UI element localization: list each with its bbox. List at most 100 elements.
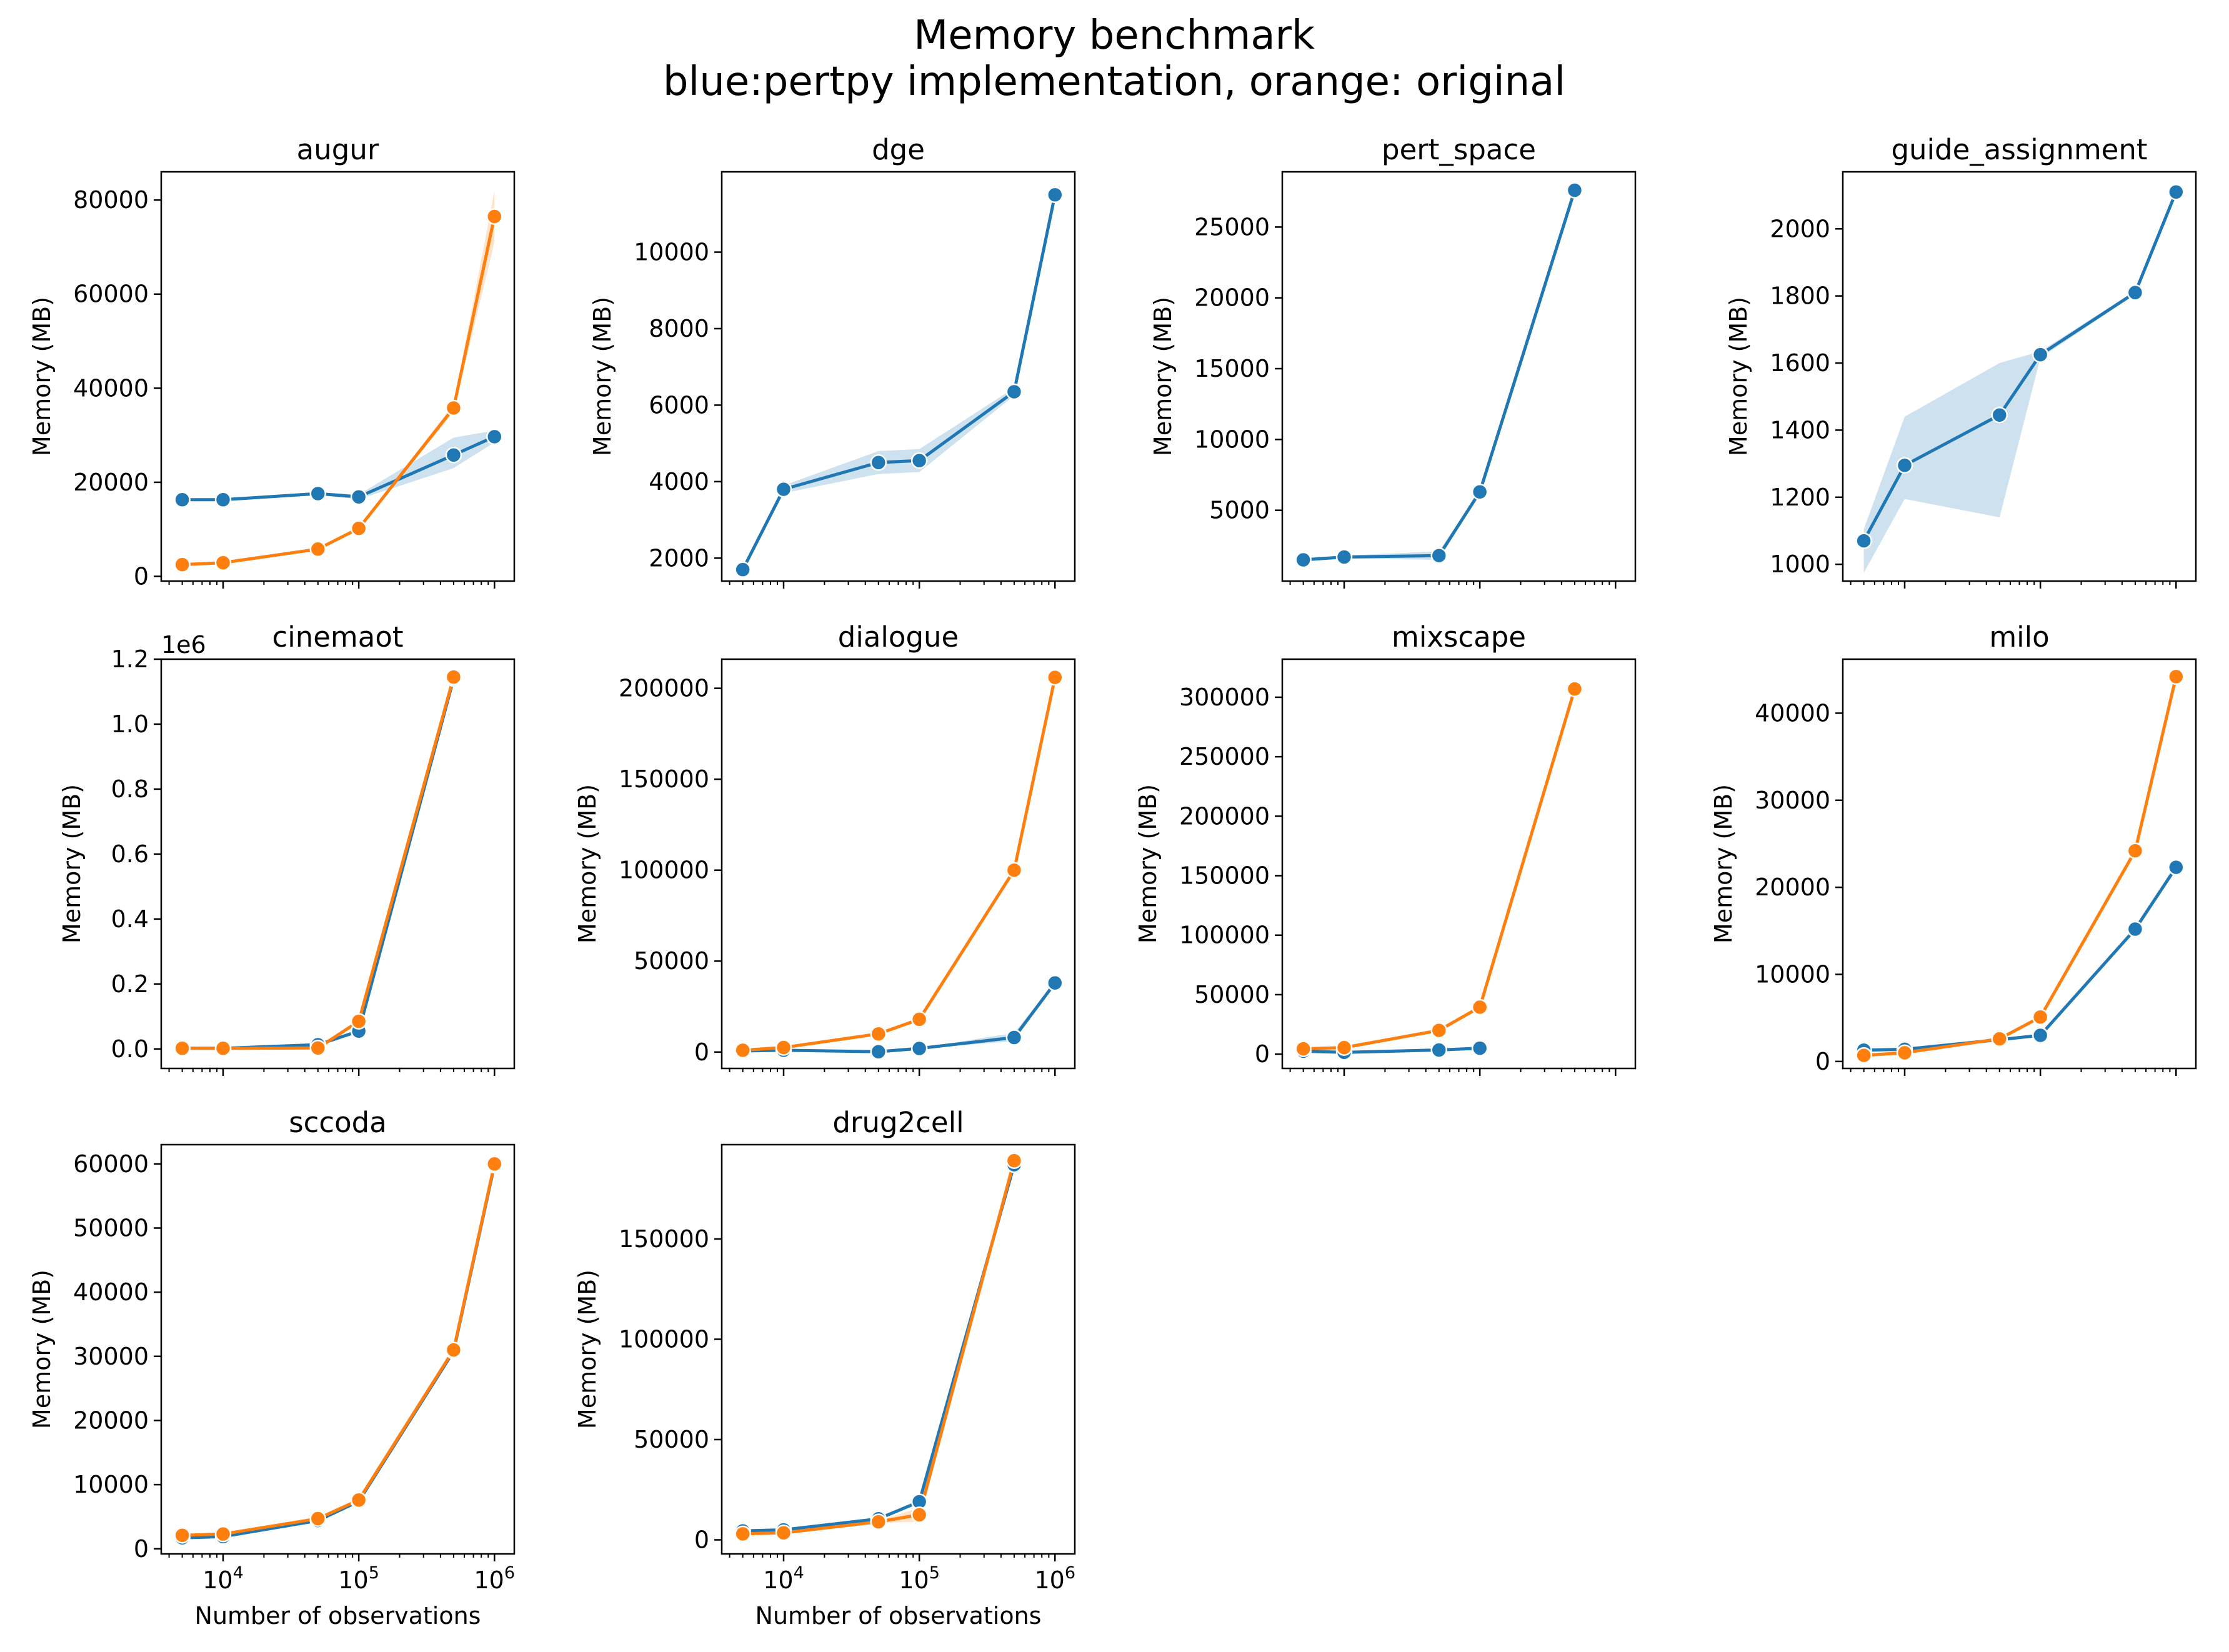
y-tick-label: 60000 — [73, 1150, 149, 1178]
series-orange-point — [174, 556, 191, 573]
y-tick-label: 100000 — [619, 1325, 709, 1353]
subplot-cinemaot: cinemaot 0.0 0.2 0.4 0.6 0.8 1.0 1.2 Memory (MB)… — [58, 620, 516, 1076]
series-orange-point — [214, 554, 232, 571]
y-tick-label: 10000 — [73, 1471, 149, 1498]
series-blue-point — [2032, 346, 2049, 363]
y-tick-label: 50000 — [1194, 981, 1270, 1008]
series-orange-point — [2168, 668, 2185, 685]
subplot-augur: augur 0 20000 40000 60000 80000 Memory (MB) — [28, 133, 516, 590]
y-tick-label: 100000 — [619, 857, 709, 884]
series-orange-point — [1295, 1040, 1312, 1057]
y-tick-label: 1000 — [1770, 550, 1830, 578]
subplot-title: dialogue — [838, 620, 959, 654]
subplot-milo: milo 0 10000 20000 30000 40000 Memory (MB) — [1710, 620, 2197, 1076]
series-orange-point — [214, 1525, 232, 1543]
series-orange-point — [775, 1039, 792, 1056]
plot-area — [1295, 182, 1583, 569]
plot-area — [174, 669, 462, 1057]
series-blue-point — [870, 1043, 887, 1060]
axes-frame — [1842, 658, 2197, 1070]
series-blue-point — [734, 561, 751, 578]
y-tick-label: 50000 — [634, 947, 709, 975]
series-orange-point — [775, 1525, 792, 1541]
axes-frame — [160, 171, 516, 582]
x-tick-exponent: 5 — [369, 1563, 379, 1583]
x-axis-label: Number of observations — [195, 1602, 481, 1630]
series-orange-point — [1855, 1047, 1872, 1064]
y-axis-label: Memory (MB) — [589, 297, 616, 456]
y-tick-label: 20000 — [73, 1406, 149, 1434]
y-tick-label: 10000 — [1194, 425, 1270, 453]
x-tick-label: 106 — [1034, 1563, 1075, 1594]
x-tick-base: 10 — [899, 1566, 929, 1594]
y-axis-label: Memory (MB) — [1710, 784, 1737, 943]
series-blue-point — [910, 452, 928, 469]
series-orange-point — [2032, 1008, 2049, 1026]
y-tick-label: 200000 — [619, 675, 709, 702]
y-axis-label: Memory (MB) — [574, 784, 601, 943]
y-tick-label: 1600 — [1770, 349, 1830, 377]
series-blue-point — [2127, 920, 2144, 938]
subplot-dge: dge 2000 4000 6000 8000 10000 Memory (MB) — [589, 133, 1076, 589]
y-tick-label: 0 — [694, 1526, 709, 1554]
y-tick-label: 200000 — [1179, 802, 1270, 830]
axes-frame — [721, 658, 1076, 1070]
series-blue-band — [742, 192, 1055, 572]
x-tick-base: 10 — [474, 1566, 504, 1594]
y-tick-label: 40000 — [1755, 699, 1830, 727]
series-orange-point — [2127, 842, 2144, 859]
y-tick-label: 0.2 — [111, 970, 149, 998]
series-orange-point — [1430, 1022, 1448, 1039]
series-blue-point — [1896, 457, 1913, 474]
y-axis-label: Memory (MB) — [574, 1270, 601, 1429]
y-tick-label: 0.8 — [111, 775, 149, 803]
y-tick-label: 0 — [134, 1535, 149, 1563]
series-blue-point — [775, 480, 792, 498]
series-orange-point — [734, 1042, 751, 1059]
plot-area — [1295, 680, 1583, 1061]
plot-area — [734, 669, 1064, 1060]
series-blue-point — [2032, 1027, 2049, 1044]
x-tick-exponent: 6 — [504, 1563, 515, 1583]
x-tick-base: 10 — [763, 1566, 793, 1594]
y-tick-label: 250000 — [1179, 743, 1270, 770]
series-orange-point — [1047, 669, 1064, 686]
series-blue-point — [1335, 549, 1353, 565]
y-tick-label: 6000 — [649, 391, 709, 419]
subplot-guide_assignment: guide_assignment 1000 1200 1400 1600 1800 2000… — [1725, 133, 2197, 589]
x-tick-exponent: 5 — [929, 1563, 940, 1583]
y-tick-label: 20000 — [73, 469, 149, 496]
series-orange-point — [309, 540, 327, 558]
y-offset-label: 1e6 — [161, 631, 206, 659]
series-orange-point — [445, 399, 462, 417]
axes-frame — [160, 658, 516, 1070]
y-tick-label: 1.2 — [111, 645, 149, 673]
y-tick-label: 20000 — [1755, 873, 1830, 901]
subplot-sccoda: sccoda0100002000030000400005000060000104… — [28, 1106, 516, 1630]
series-orange-point — [486, 208, 503, 225]
series-blue-point — [1005, 383, 1023, 401]
plot-area — [1855, 183, 2185, 573]
series-blue-point — [1047, 186, 1064, 203]
y-tick-label: 300000 — [1179, 684, 1270, 711]
y-tick-label: 8000 — [649, 315, 709, 342]
y-tick-label: 150000 — [619, 765, 709, 793]
y-tick-label: 60000 — [73, 281, 149, 308]
series-orange-point — [486, 1155, 503, 1173]
y-tick-label: 40000 — [73, 374, 149, 402]
series-orange-point — [1005, 862, 1023, 878]
series-blue-point — [1295, 551, 1312, 569]
series-orange-point — [870, 1513, 887, 1530]
y-tick-label: 0 — [1255, 1040, 1270, 1068]
series-orange-point — [445, 669, 462, 685]
y-tick-label: 0.6 — [111, 840, 149, 868]
series-orange-point — [1566, 680, 1583, 697]
series-orange-point — [910, 1506, 928, 1523]
series-blue-point — [174, 491, 191, 509]
subplot-title: cinemaot — [272, 620, 403, 654]
y-tick-label: 20000 — [1194, 284, 1270, 312]
subplot-mixscape: mixscape 0 50000 100000 150000 200000 250000 30… — [1134, 620, 1637, 1076]
